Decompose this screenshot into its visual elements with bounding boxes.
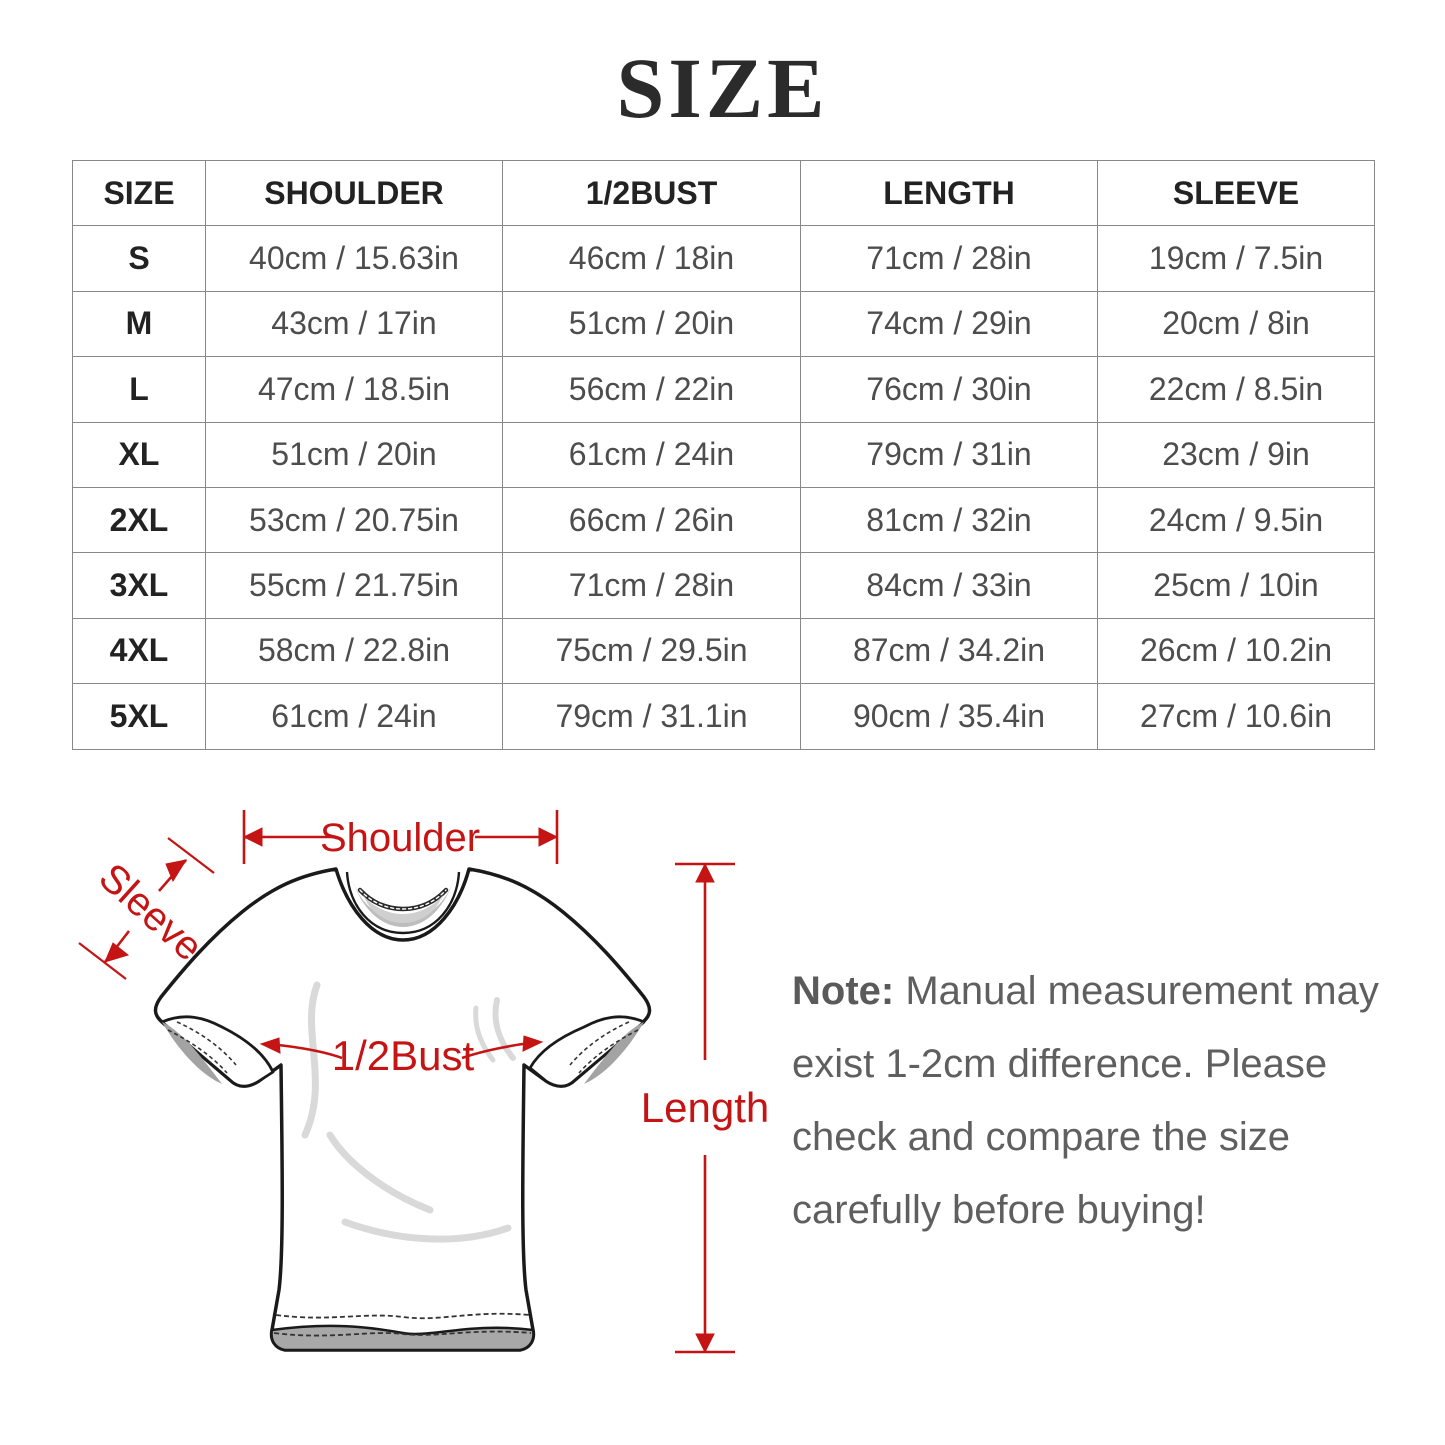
svg-text:Shoulder: Shoulder [320, 816, 480, 860]
svg-text:Length: Length [641, 1084, 769, 1131]
svg-text:1/2Bust: 1/2Bust [332, 1032, 475, 1079]
